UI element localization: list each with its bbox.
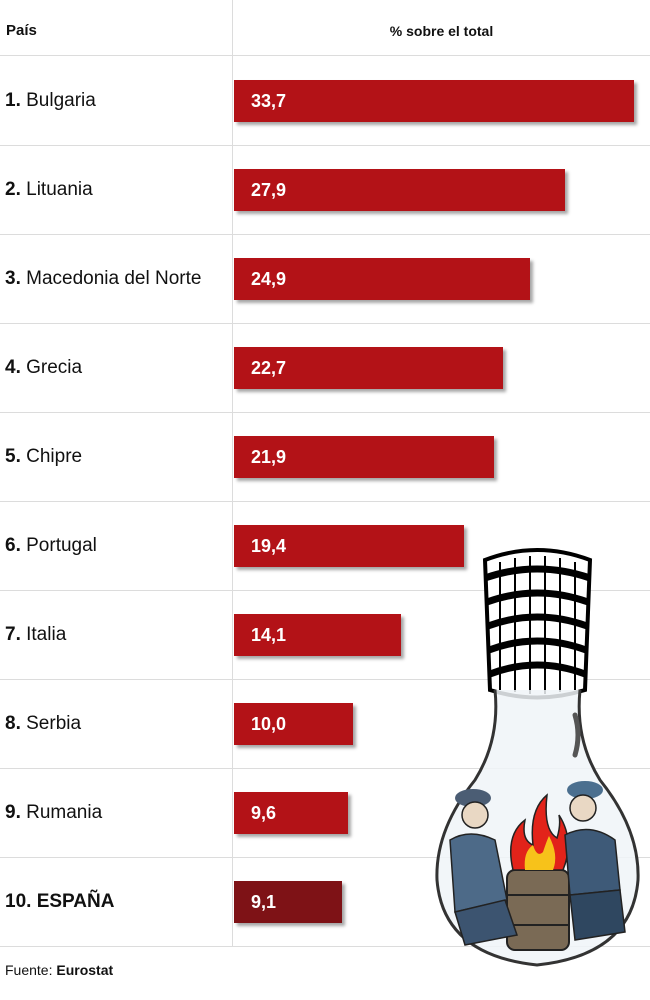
bar: 19,4 — [234, 525, 464, 567]
column-header-country: País — [6, 22, 37, 39]
country-name: Serbia — [26, 713, 82, 734]
rank-label: 3. — [5, 268, 27, 289]
country-label: 7. Italia — [5, 590, 66, 679]
data-label: 22,7 — [251, 358, 287, 378]
table-row: 8. Serbia 10,0 — [0, 679, 650, 769]
data-label: 14,1 — [251, 625, 287, 645]
data-label: 10,0 — [251, 714, 287, 734]
country-label: 9. Rumania — [5, 768, 102, 857]
column-divider — [232, 0, 233, 946]
country-name: ESPAÑA — [36, 891, 115, 912]
source-footer: Fuente: Eurostat — [5, 962, 113, 978]
bar: 24,9 — [234, 258, 530, 300]
source-name: Eurostat — [56, 962, 114, 978]
table-row: 4. Grecia 22,7 — [0, 323, 650, 413]
country-label: 6. Portugal — [5, 501, 97, 590]
rank-label: 2. — [5, 179, 27, 200]
table-row: 3. Macedonia del Norte 24,9 — [0, 234, 650, 324]
bar: 33,7 — [234, 80, 634, 122]
rank-label: 6. — [5, 535, 27, 556]
rank-label: 1. — [5, 90, 27, 111]
country-name: Rumania — [26, 802, 103, 823]
country-name: Chipre — [26, 446, 83, 467]
column-header-value: % sobre el total — [389, 23, 494, 39]
country-label: 3. Macedonia del Norte — [5, 234, 201, 323]
rank-label: 10. — [5, 891, 37, 912]
bar: 22,7 — [234, 347, 503, 389]
data-label: 21,9 — [251, 447, 287, 467]
country-name: Grecia — [26, 357, 83, 378]
country-label: 2. Lituania — [5, 145, 93, 234]
data-label: 19,4 — [251, 536, 287, 556]
bar: 9,1 — [234, 881, 342, 923]
table-row: 9. Rumania 9,6 — [0, 768, 650, 858]
rank-label: 7. — [5, 624, 27, 645]
table-row: 7. Italia 14,1 — [0, 590, 650, 680]
table-row: 6. Portugal 19,4 — [0, 501, 650, 591]
country-name: Bulgaria — [26, 90, 96, 111]
country-label: 5. Chipre — [5, 412, 82, 501]
source-prefix: Fuente: — [5, 962, 53, 978]
country-name: Lituania — [26, 179, 93, 200]
rank-label: 4. — [5, 357, 27, 378]
country-name: Portugal — [26, 535, 97, 556]
data-label: 9,6 — [251, 803, 277, 823]
table-row: 10. ESPAÑA 9,1 — [0, 857, 650, 947]
bar: 27,9 — [234, 169, 565, 211]
rank-label: 8. — [5, 713, 27, 734]
bar: 9,6 — [234, 792, 348, 834]
bar: 14,1 — [234, 614, 401, 656]
country-label: 1. Bulgaria — [5, 56, 96, 145]
data-label: 9,1 — [251, 892, 277, 912]
lightbulb-icon — [435, 548, 640, 967]
table-row: 1. Bulgaria 33,7 — [0, 56, 650, 146]
bar: 21,9 — [234, 436, 494, 478]
bar: 10,0 — [234, 703, 353, 745]
country-name: Italia — [26, 624, 67, 645]
rank-label: 9. — [5, 802, 27, 823]
data-label: 27,9 — [251, 180, 287, 200]
country-name: Macedonia del Norte — [26, 268, 202, 289]
data-label: 24,9 — [251, 269, 287, 289]
table-header: País % sobre el total — [0, 0, 650, 56]
country-label: 4. Grecia — [5, 323, 82, 412]
country-label: 10. ESPAÑA — [5, 857, 114, 946]
table-row: 5. Chipre 21,9 — [0, 412, 650, 502]
rank-label: 5. — [5, 446, 27, 467]
country-label: 8. Serbia — [5, 679, 81, 768]
data-label: 33,7 — [251, 91, 287, 111]
table-row: 2. Lituania 27,9 — [0, 145, 650, 235]
